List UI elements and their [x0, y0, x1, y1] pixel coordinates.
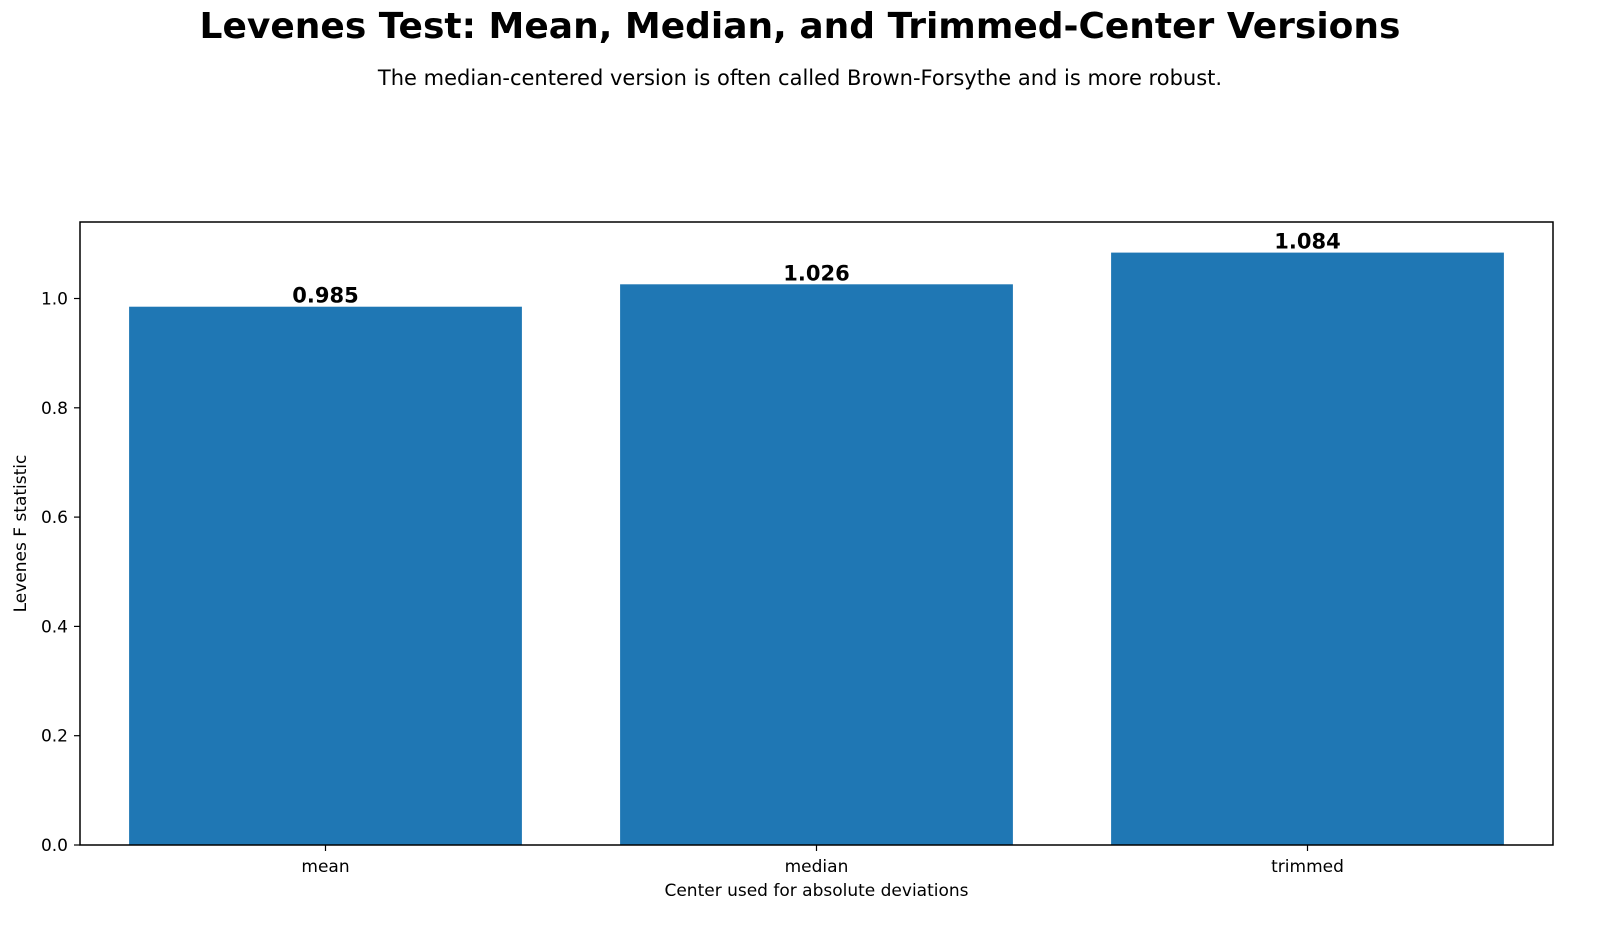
x-tick-label-mean: mean	[301, 857, 349, 877]
value-label-median: 1.026	[783, 261, 849, 285]
value-label-trimmed: 1.084	[1274, 230, 1340, 254]
y-tick-label: 1.0	[41, 290, 68, 310]
y-tick-label: 0.2	[41, 727, 68, 747]
x-tick-label-trimmed: trimmed	[1271, 857, 1344, 877]
y-tick-label: 0.8	[41, 399, 68, 419]
chart-subtitle: The median-centered version is often cal…	[377, 66, 1223, 90]
x-axis-label: Center used for absolute deviations	[664, 881, 968, 901]
y-tick-label: 0.6	[41, 508, 68, 528]
bar-mean	[129, 306, 522, 845]
y-tick-label: 0.4	[41, 617, 68, 637]
x-tick-label-median: median	[785, 857, 849, 877]
y-axis: 0.0 0.2 0.4 0.6 0.8 1.0	[41, 290, 80, 856]
y-axis-label: Levenes F statistic	[11, 455, 31, 613]
value-label-mean: 0.985	[292, 284, 358, 308]
plot-frame	[79, 221, 1554, 846]
y-tick-label: 0.0	[41, 836, 68, 856]
chart-title: Levenes Test: Mean, Median, and Trimmed-…	[199, 6, 1401, 47]
x-axis: mean median trimmed	[301, 845, 1344, 877]
bars-group	[129, 252, 1504, 845]
bar-median	[620, 284, 1013, 845]
bar-trimmed	[1111, 252, 1504, 845]
value-labels-group: 0.985 1.026 1.084	[292, 230, 1340, 308]
